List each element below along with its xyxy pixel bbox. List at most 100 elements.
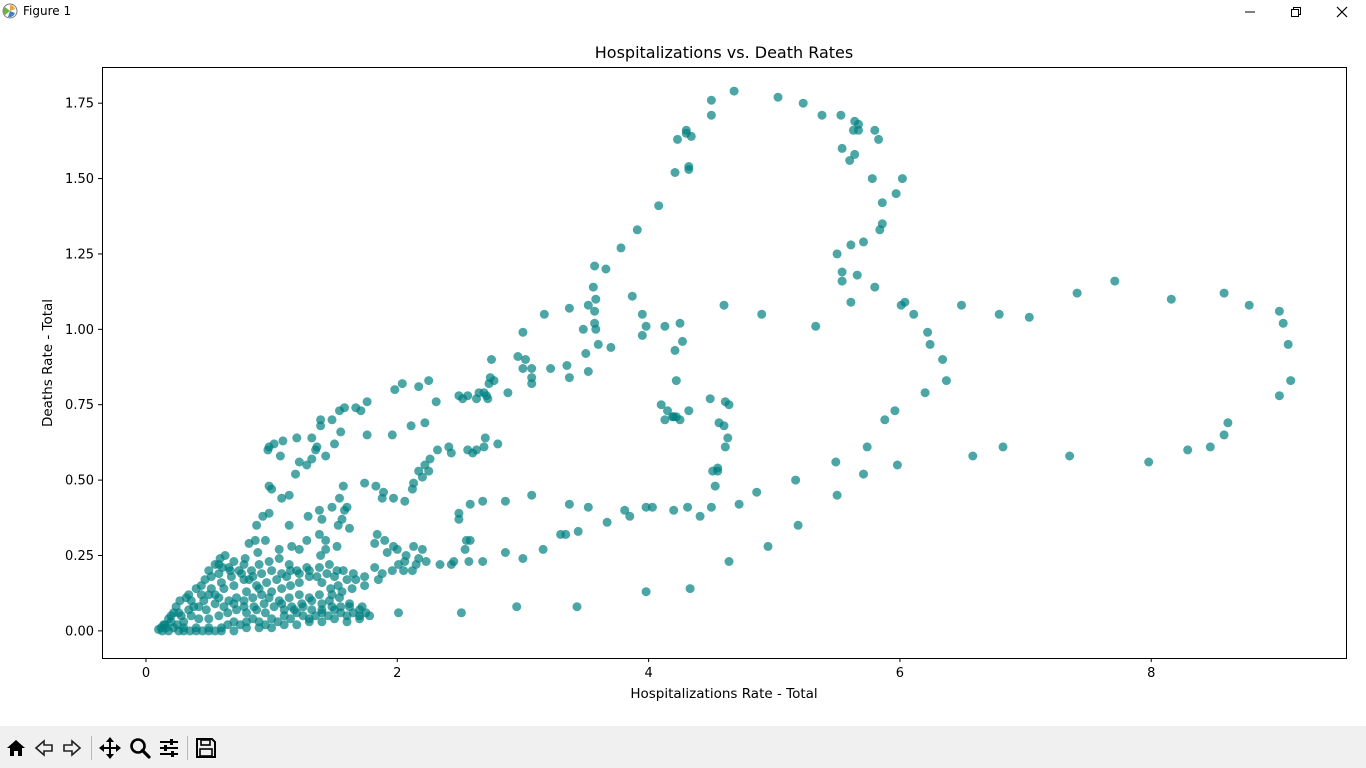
data-point — [891, 189, 901, 199]
data-point — [356, 406, 366, 416]
figure-canvas[interactable]: Hospitalizations vs. Death Rates 0 2 4 6 8 0… — [0, 23, 1366, 726]
zoom-button[interactable] — [127, 735, 153, 761]
data-point — [852, 270, 862, 280]
data-point — [1274, 391, 1284, 401]
data-point — [578, 324, 588, 334]
data-point — [330, 614, 339, 624]
data-point — [186, 596, 196, 606]
data-point — [1274, 306, 1284, 316]
y-tick-label: 0.00 — [65, 624, 94, 639]
back-button[interactable] — [31, 735, 57, 761]
data-point — [307, 596, 317, 606]
data-point — [307, 454, 317, 464]
data-point — [601, 264, 611, 274]
data-point — [1205, 442, 1215, 452]
data-point — [425, 454, 435, 464]
data-point — [867, 174, 877, 184]
data-point — [247, 566, 256, 576]
data-point — [798, 98, 808, 108]
data-point — [685, 584, 695, 594]
data-point — [875, 225, 885, 235]
data-point — [294, 457, 304, 467]
data-point — [591, 324, 601, 334]
data-point — [267, 566, 277, 576]
data-point — [312, 572, 322, 582]
data-point — [317, 599, 327, 609]
maximize-button[interactable] — [1273, 0, 1319, 23]
data-point — [252, 520, 262, 530]
data-point — [556, 529, 566, 539]
data-point — [292, 566, 302, 576]
data-point — [417, 472, 427, 482]
data-point — [641, 502, 651, 512]
data-point — [606, 342, 616, 352]
data-point — [684, 406, 694, 416]
forward-button[interactable] — [59, 735, 85, 761]
data-point — [253, 548, 263, 557]
data-point — [274, 554, 284, 563]
data-point — [463, 445, 473, 455]
data-point — [527, 379, 537, 389]
data-point — [194, 614, 204, 624]
data-point — [1286, 376, 1296, 386]
data-point — [194, 602, 204, 612]
data-point — [521, 355, 530, 364]
data-point — [464, 557, 474, 566]
home-icon — [7, 740, 25, 756]
data-point — [214, 569, 224, 579]
data-point — [998, 442, 1008, 452]
data-point — [862, 442, 872, 452]
data-point — [239, 602, 249, 612]
data-point — [184, 605, 194, 615]
data-point — [302, 563, 312, 572]
data-point — [870, 125, 880, 135]
data-point — [583, 367, 593, 376]
data-point — [390, 385, 400, 395]
configure-subplots-button[interactable] — [156, 735, 182, 761]
data-point — [641, 321, 651, 331]
data-point — [249, 602, 259, 612]
data-point — [277, 599, 287, 609]
data-point — [757, 309, 767, 319]
data-point — [1219, 288, 1229, 298]
data-point — [564, 303, 574, 313]
data-point — [572, 602, 582, 612]
data-point — [244, 575, 254, 585]
data-point — [294, 578, 304, 588]
data-point — [616, 243, 626, 253]
data-point — [627, 291, 637, 301]
data-point — [362, 397, 372, 407]
save-button[interactable] — [193, 735, 219, 761]
data-point — [278, 436, 288, 446]
data-point — [216, 578, 226, 588]
data-point — [503, 388, 513, 398]
x-tick-label: 4 — [644, 666, 652, 681]
y-tick-label: 0.50 — [65, 474, 94, 489]
home-button[interactable] — [3, 735, 29, 761]
data-point — [518, 327, 528, 337]
data-point — [874, 134, 884, 144]
data-point — [321, 535, 331, 545]
data-point — [538, 544, 548, 554]
data-point — [487, 355, 496, 364]
data-point — [400, 496, 410, 506]
data-point — [174, 608, 184, 618]
data-point — [625, 511, 635, 521]
data-point — [656, 400, 666, 410]
data-point — [304, 572, 314, 582]
data-point — [204, 614, 214, 624]
data-point — [484, 379, 494, 389]
back-icon — [34, 739, 53, 757]
data-point — [713, 463, 723, 473]
data-point — [683, 502, 693, 512]
close-button[interactable] — [1319, 0, 1365, 23]
navigation-toolbar — [0, 726, 1366, 768]
data-point — [204, 590, 214, 600]
pan-button[interactable] — [97, 735, 123, 761]
data-point — [420, 418, 430, 428]
data-point — [719, 421, 729, 431]
data-point — [724, 400, 734, 410]
data-point — [287, 541, 297, 551]
minimize-button[interactable] — [1227, 0, 1273, 23]
data-point — [458, 394, 468, 404]
